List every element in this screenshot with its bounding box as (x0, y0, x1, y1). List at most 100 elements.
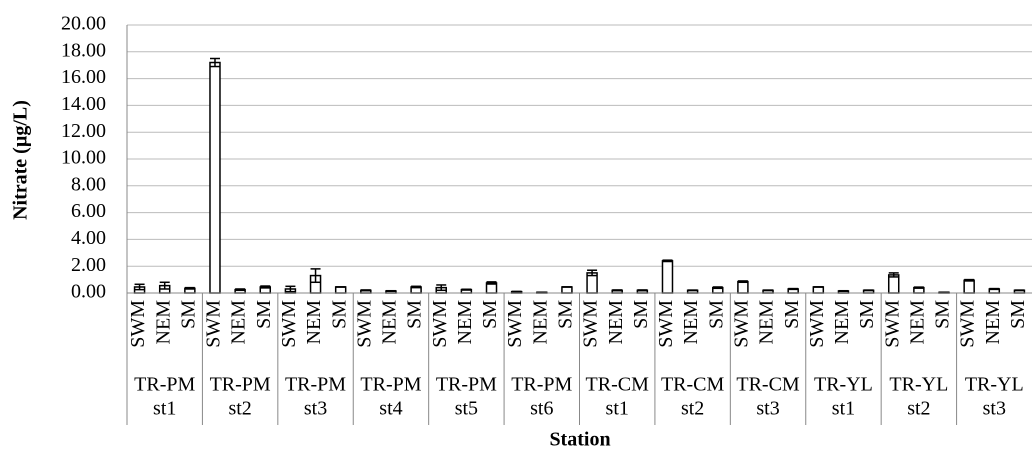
error-bar (512, 291, 522, 292)
error-bar (461, 289, 471, 290)
x-tick-label: NEM (228, 300, 250, 345)
error-bar (763, 290, 773, 291)
error-bar (688, 290, 698, 291)
group-label: st1 (606, 398, 629, 420)
x-tick-label: NEM (906, 300, 928, 345)
x-tick-label: SM (630, 300, 652, 329)
x-tick-label: SM (555, 300, 577, 329)
x-tick-label: NEM (529, 300, 551, 345)
group-label: st5 (455, 398, 478, 420)
error-bar (386, 291, 396, 292)
error-bar (738, 281, 748, 282)
y-tick-label: 14.00 (61, 93, 106, 115)
error-bar (612, 290, 622, 291)
group-label: st4 (379, 398, 402, 420)
y-tick-label: 8.00 (71, 173, 106, 195)
error-bar (864, 290, 874, 291)
y-tick-label: 10.00 (61, 147, 106, 169)
group-label: st1 (153, 398, 176, 420)
bar (964, 280, 974, 293)
y-tick-label: 6.00 (71, 200, 106, 222)
chart: Nitrate (µg/L) Station 0.00 2.00 4.00 6.00 8… (0, 0, 1032, 453)
group-label: TR-PM (134, 374, 195, 396)
x-tick-label: NEM (680, 300, 702, 345)
x-tick-label: SWM (580, 300, 602, 348)
error-bar (411, 286, 421, 287)
x-tick-label: NEM (831, 300, 853, 345)
y-tick-label: 20.00 (61, 13, 106, 35)
x-tick-label: NEM (454, 300, 476, 345)
x-tick-label: SWM (806, 300, 828, 348)
bar (738, 282, 748, 293)
group-label: TR-YL (814, 374, 873, 396)
x-tick-label: SM (781, 300, 803, 329)
x-tick-label: NEM (605, 300, 627, 345)
error-bar (989, 289, 999, 290)
group-label: st3 (756, 398, 779, 420)
x-tick-label: SWM (429, 300, 451, 348)
bar (813, 287, 823, 293)
group-label: st1 (832, 398, 855, 420)
x-tick-label: SM (856, 300, 878, 329)
x-tick-label: SM (328, 300, 350, 329)
x-tick-label: NEM (303, 300, 325, 345)
x-tick-label: NEM (152, 300, 174, 345)
group-label: TR-CM (736, 374, 800, 396)
bar (336, 287, 346, 293)
group-label: st6 (530, 398, 553, 420)
x-tick-label: NEM (379, 300, 401, 345)
x-axis-title: Station (549, 429, 610, 451)
group-label: TR-PM (210, 374, 271, 396)
error-bar (713, 287, 723, 288)
group-label: st3 (304, 398, 327, 420)
x-tick-label: SWM (127, 300, 149, 348)
x-tick-label: SM (479, 300, 501, 329)
x-tick-label: SWM (655, 300, 677, 348)
error-bar (361, 290, 371, 291)
y-tick-label: 2.00 (71, 254, 106, 276)
group-label: st2 (228, 398, 251, 420)
x-tick-label: SWM (278, 300, 300, 348)
group-label: TR-YL (965, 374, 1024, 396)
y-tick-label: 12.00 (61, 120, 106, 142)
group-label: TR-PM (436, 374, 497, 396)
y-axis-title: Nitrate (µg/L) (10, 100, 32, 220)
x-tick-label: SWM (957, 300, 979, 348)
error-bar (1014, 290, 1024, 291)
x-tick-label: NEM (982, 300, 1004, 345)
error-bar (185, 288, 195, 289)
error-bar (637, 290, 647, 291)
group-label: st2 (681, 398, 704, 420)
x-tick-label: SM (1007, 300, 1029, 329)
group-label: TR-PM (360, 374, 421, 396)
x-tick-label: SM (404, 300, 426, 329)
x-tick-label: NEM (756, 300, 778, 345)
error-bar (914, 287, 924, 288)
x-tick-label: SWM (881, 300, 903, 348)
bar (562, 287, 572, 293)
group-label: TR-PM (285, 374, 346, 396)
error-bar (788, 289, 798, 290)
x-tick-label: SM (177, 300, 199, 329)
group-label: TR-PM (511, 374, 572, 396)
x-tick-label: SWM (203, 300, 225, 348)
y-tick-label: 16.00 (61, 66, 106, 88)
group-label: TR-CM (661, 374, 725, 396)
bar (662, 261, 672, 293)
x-tick-label: SWM (353, 300, 375, 348)
y-tick-label: 0.00 (71, 281, 106, 303)
error-bar (838, 291, 848, 292)
y-tick-label: 18.00 (61, 39, 106, 61)
error-bar (964, 280, 974, 281)
bar (210, 63, 220, 293)
y-tick-label: 4.00 (71, 227, 106, 249)
group-label: TR-YL (889, 374, 948, 396)
x-tick-label: SM (705, 300, 727, 329)
x-tick-label: SM (932, 300, 954, 329)
error-bar (235, 289, 245, 290)
group-label: st3 (983, 398, 1006, 420)
x-tick-label: SWM (730, 300, 752, 348)
error-bar (662, 260, 672, 261)
x-tick-label: SWM (504, 300, 526, 348)
group-label: TR-CM (586, 374, 650, 396)
